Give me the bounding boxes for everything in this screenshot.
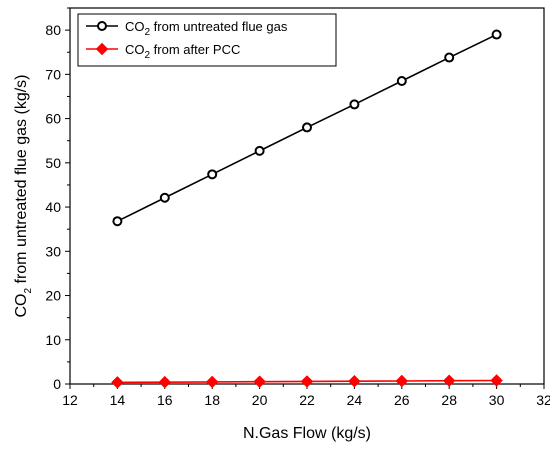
y-tick-label: 30 bbox=[45, 243, 61, 259]
y-tick-label: 80 bbox=[45, 22, 61, 38]
x-tick-label: 18 bbox=[204, 392, 220, 408]
x-tick-label: 12 bbox=[62, 392, 78, 408]
legend-entry-0: CO2 from untreated flue gas bbox=[86, 19, 288, 38]
data-point bbox=[159, 192, 170, 203]
data-point bbox=[395, 374, 409, 388]
data-point bbox=[300, 375, 314, 388]
data-point bbox=[207, 169, 218, 180]
data-point bbox=[253, 375, 266, 388]
x-tick-label: 28 bbox=[441, 392, 457, 408]
data-point bbox=[111, 376, 124, 389]
x-tick-label: 24 bbox=[347, 392, 363, 408]
legend: CO2 from untreated flue gas CO2 from afte… bbox=[77, 13, 337, 67]
data-point bbox=[158, 375, 172, 389]
x-tick-label: 20 bbox=[252, 392, 268, 408]
y-axis-title-pre: CO bbox=[13, 294, 30, 318]
legend-box bbox=[77, 13, 337, 67]
data-point bbox=[254, 145, 265, 156]
data-point bbox=[205, 375, 219, 389]
x-axis-title: N.Gas Flow (kg/s) bbox=[243, 425, 371, 442]
y-tick-label: 60 bbox=[45, 111, 61, 127]
data-point bbox=[444, 52, 455, 63]
data-point bbox=[490, 374, 503, 387]
y-tick-label: 0 bbox=[53, 376, 61, 392]
legend-label: CO2 from after PCC bbox=[125, 42, 240, 61]
data-point bbox=[442, 374, 456, 387]
x-tick-label: 30 bbox=[489, 392, 505, 408]
x-tick-label: 26 bbox=[394, 392, 410, 408]
legend-marker bbox=[97, 21, 107, 31]
y-axis-title-sub: 2 bbox=[23, 288, 34, 294]
data-point bbox=[349, 99, 360, 110]
y-tick-label: 10 bbox=[45, 332, 61, 348]
series-0 bbox=[112, 29, 502, 227]
x-tick-label: 32 bbox=[536, 392, 550, 408]
series-1 bbox=[111, 374, 503, 389]
y-tick-label: 20 bbox=[45, 288, 61, 304]
data-point bbox=[348, 375, 361, 388]
data-point bbox=[112, 216, 123, 227]
y-tick-label: 40 bbox=[45, 199, 61, 215]
x-tick-label: 14 bbox=[110, 392, 126, 408]
data-point bbox=[302, 122, 312, 133]
x-tick-label: 22 bbox=[299, 392, 315, 408]
legend-label: CO2 from untreated flue gas bbox=[125, 19, 288, 38]
y-axis-title: CO2 from untreated flue gas (kg/s) bbox=[13, 75, 34, 318]
y-axis-title-post: from untreated flue gas (kg/s) bbox=[13, 75, 30, 288]
axis-ticks: 12 14 16 18 20 22 24 26 28 30 32 0 10 20 30 40 50 60 70 80 bbox=[45, 7, 550, 408]
series-layer bbox=[111, 29, 503, 389]
y-tick-label: 70 bbox=[45, 66, 61, 82]
legend-entry-1: CO2 from after PCC bbox=[86, 42, 240, 61]
data-point bbox=[396, 75, 407, 86]
x-tick-label: 16 bbox=[157, 392, 173, 408]
legend-marker bbox=[95, 42, 109, 56]
data-point bbox=[491, 29, 502, 40]
y-tick-label: 50 bbox=[45, 155, 61, 171]
